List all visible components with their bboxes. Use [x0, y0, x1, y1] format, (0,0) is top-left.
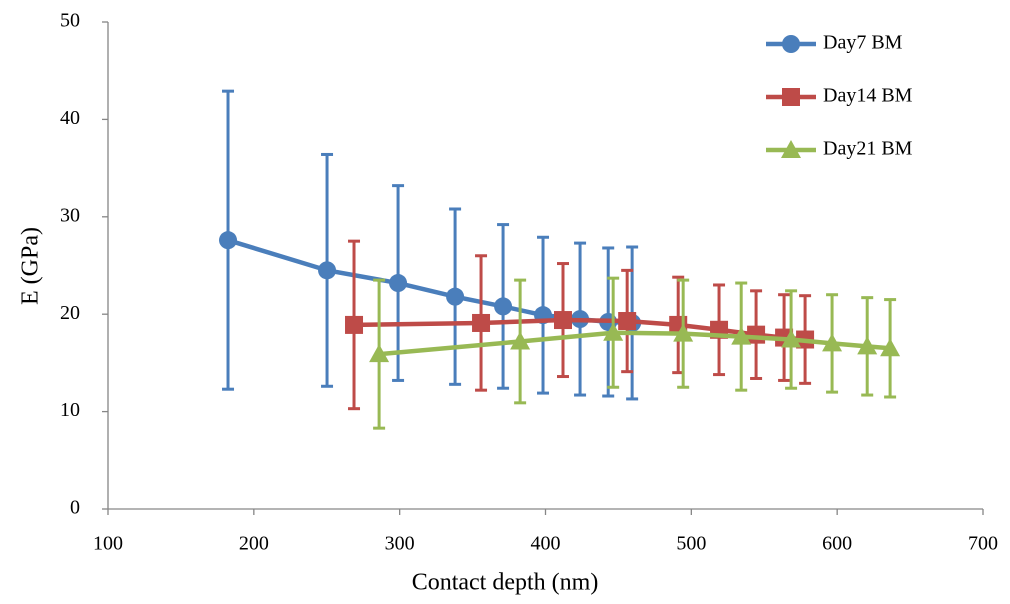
y-tick-label: 20	[60, 302, 80, 324]
marker	[747, 325, 766, 344]
marker	[554, 311, 572, 330]
marker	[472, 313, 491, 332]
marker	[446, 287, 465, 306]
legend-marker	[782, 88, 800, 106]
y-axis-label: E (GPa)	[18, 227, 44, 305]
x-tick-label: 200	[239, 533, 269, 555]
legend-label: Day14 BM	[823, 85, 913, 107]
marker	[673, 323, 694, 342]
x-tick-label: 500	[676, 533, 706, 555]
x-tick-label: 700	[968, 533, 998, 555]
marker	[219, 231, 238, 250]
y-tick-label: 40	[60, 107, 80, 129]
y-tick-label: 10	[60, 399, 80, 421]
marker	[731, 326, 752, 345]
marker	[618, 312, 637, 331]
x-tick-label: 400	[531, 533, 561, 555]
x-tick-label: 600	[822, 533, 852, 555]
marker	[369, 344, 390, 363]
legend-label: Day21 BM	[823, 138, 913, 160]
y-tick-label: 30	[60, 204, 80, 226]
marker	[781, 329, 802, 348]
marker	[880, 338, 901, 357]
x-tick-label: 100	[93, 533, 123, 555]
series-line	[227, 238, 633, 326]
y-tick-label: 50	[60, 10, 80, 32]
marker	[822, 333, 843, 352]
legend-marker	[781, 140, 801, 158]
x-tick-label: 300	[385, 533, 415, 555]
marker	[345, 315, 364, 334]
x-axis-label: Contact depth (nm)	[412, 570, 599, 596]
marker	[318, 261, 337, 280]
marker	[603, 322, 624, 341]
legend-marker	[782, 35, 800, 53]
marker	[389, 274, 408, 293]
legend-label: Day7 BM	[823, 32, 903, 54]
marker	[510, 331, 531, 350]
marker	[857, 336, 878, 355]
marker	[494, 297, 513, 316]
y-tick-label: 0	[70, 497, 80, 519]
